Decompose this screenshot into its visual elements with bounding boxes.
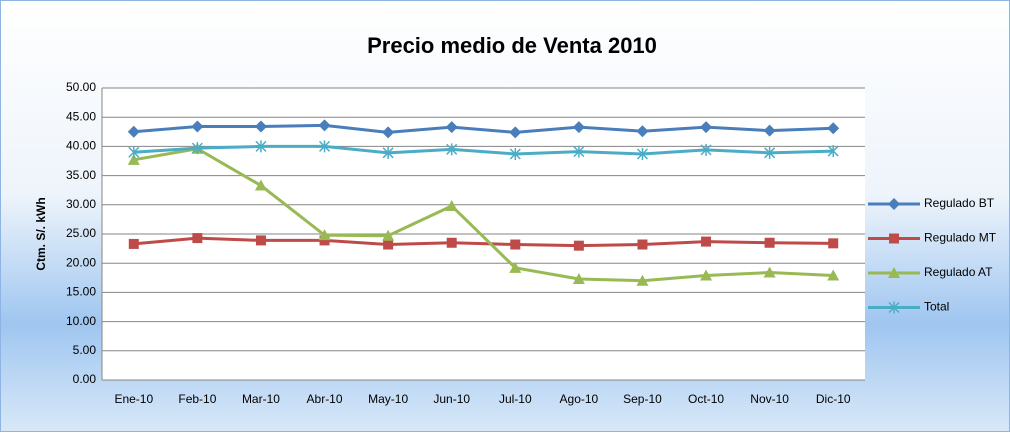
marker bbox=[889, 233, 899, 244]
marker bbox=[572, 121, 585, 134]
marker bbox=[700, 143, 712, 156]
marker bbox=[127, 153, 140, 165]
x-tick-label: May-10 bbox=[368, 392, 408, 406]
y-tick-label: 40.00 bbox=[66, 139, 96, 153]
marker bbox=[254, 179, 267, 191]
y-tick-label: 0.00 bbox=[73, 372, 97, 386]
marker bbox=[382, 229, 395, 241]
marker bbox=[763, 266, 776, 278]
marker bbox=[636, 147, 648, 160]
marker bbox=[827, 122, 840, 135]
y-tick-label: 45.00 bbox=[66, 109, 96, 123]
y-tick-label: 10.00 bbox=[66, 314, 96, 328]
marker bbox=[318, 229, 331, 241]
x-tick-label: Dic-10 bbox=[816, 392, 851, 406]
marker bbox=[509, 261, 522, 273]
marker bbox=[510, 239, 521, 250]
marker bbox=[445, 199, 458, 211]
y-tick-label: 35.00 bbox=[66, 168, 96, 182]
marker bbox=[192, 233, 203, 244]
x-tick-label: Sep-10 bbox=[623, 392, 662, 406]
y-tick-label: 5.00 bbox=[73, 343, 97, 357]
x-tick-label: Feb-10 bbox=[178, 392, 216, 406]
x-tick-label: Ago-10 bbox=[560, 392, 599, 406]
marker bbox=[383, 239, 394, 250]
series-line bbox=[133, 123, 834, 134]
x-tick-label: Abr-10 bbox=[307, 392, 343, 406]
marker bbox=[446, 237, 457, 248]
marker bbox=[319, 235, 330, 246]
marker bbox=[445, 121, 458, 134]
legend-label: Regulado MT bbox=[924, 231, 997, 245]
marker bbox=[827, 269, 840, 281]
x-tick-label: Ene-10 bbox=[114, 392, 153, 406]
marker bbox=[254, 120, 267, 133]
marker bbox=[509, 147, 521, 160]
marker bbox=[319, 140, 331, 153]
marker bbox=[764, 237, 775, 248]
legend-label: Regulado AT bbox=[924, 265, 993, 279]
marker bbox=[127, 125, 140, 138]
marker bbox=[382, 146, 394, 159]
marker bbox=[637, 239, 648, 250]
marker bbox=[828, 238, 839, 249]
marker bbox=[701, 236, 712, 247]
marker bbox=[191, 142, 203, 155]
chart-title: Precio medio de Venta 2010 bbox=[367, 33, 657, 58]
marker bbox=[573, 240, 584, 251]
y-tick-label: 20.00 bbox=[66, 255, 96, 269]
marker bbox=[573, 145, 585, 158]
marker bbox=[509, 126, 522, 139]
x-tick-label: Jul-10 bbox=[499, 392, 532, 406]
marker bbox=[446, 143, 458, 156]
marker bbox=[700, 269, 713, 281]
marker bbox=[888, 301, 900, 314]
marker bbox=[382, 126, 395, 139]
y-tick-label: 25.00 bbox=[66, 226, 96, 240]
marker bbox=[318, 119, 331, 132]
series-line bbox=[133, 147, 834, 283]
marker bbox=[572, 272, 585, 284]
series-line bbox=[133, 144, 834, 156]
marker bbox=[636, 274, 649, 286]
marker bbox=[888, 198, 900, 210]
marker bbox=[255, 235, 266, 246]
marker bbox=[763, 124, 776, 137]
marker bbox=[636, 125, 649, 138]
x-tick-label: Jun-10 bbox=[433, 392, 470, 406]
x-tick-label: Oct-10 bbox=[688, 392, 724, 406]
marker bbox=[888, 267, 900, 278]
series-line bbox=[133, 236, 834, 248]
y-tick-label: 15.00 bbox=[66, 285, 96, 299]
marker bbox=[764, 146, 776, 159]
legend-label: Total bbox=[924, 300, 949, 314]
marker bbox=[700, 121, 713, 134]
x-tick-label: Nov-10 bbox=[750, 392, 789, 406]
marker bbox=[827, 145, 839, 158]
y-axis-label: Ctm. S/. kWh bbox=[34, 197, 48, 270]
y-tick-label: 30.00 bbox=[66, 197, 96, 211]
y-tick-label: 50.00 bbox=[66, 80, 96, 94]
marker bbox=[128, 146, 140, 159]
x-tick-label: Mar-10 bbox=[242, 392, 280, 406]
marker bbox=[255, 140, 267, 153]
legend-label: Regulado BT bbox=[924, 196, 995, 210]
marker bbox=[128, 238, 139, 249]
marker bbox=[191, 120, 204, 133]
